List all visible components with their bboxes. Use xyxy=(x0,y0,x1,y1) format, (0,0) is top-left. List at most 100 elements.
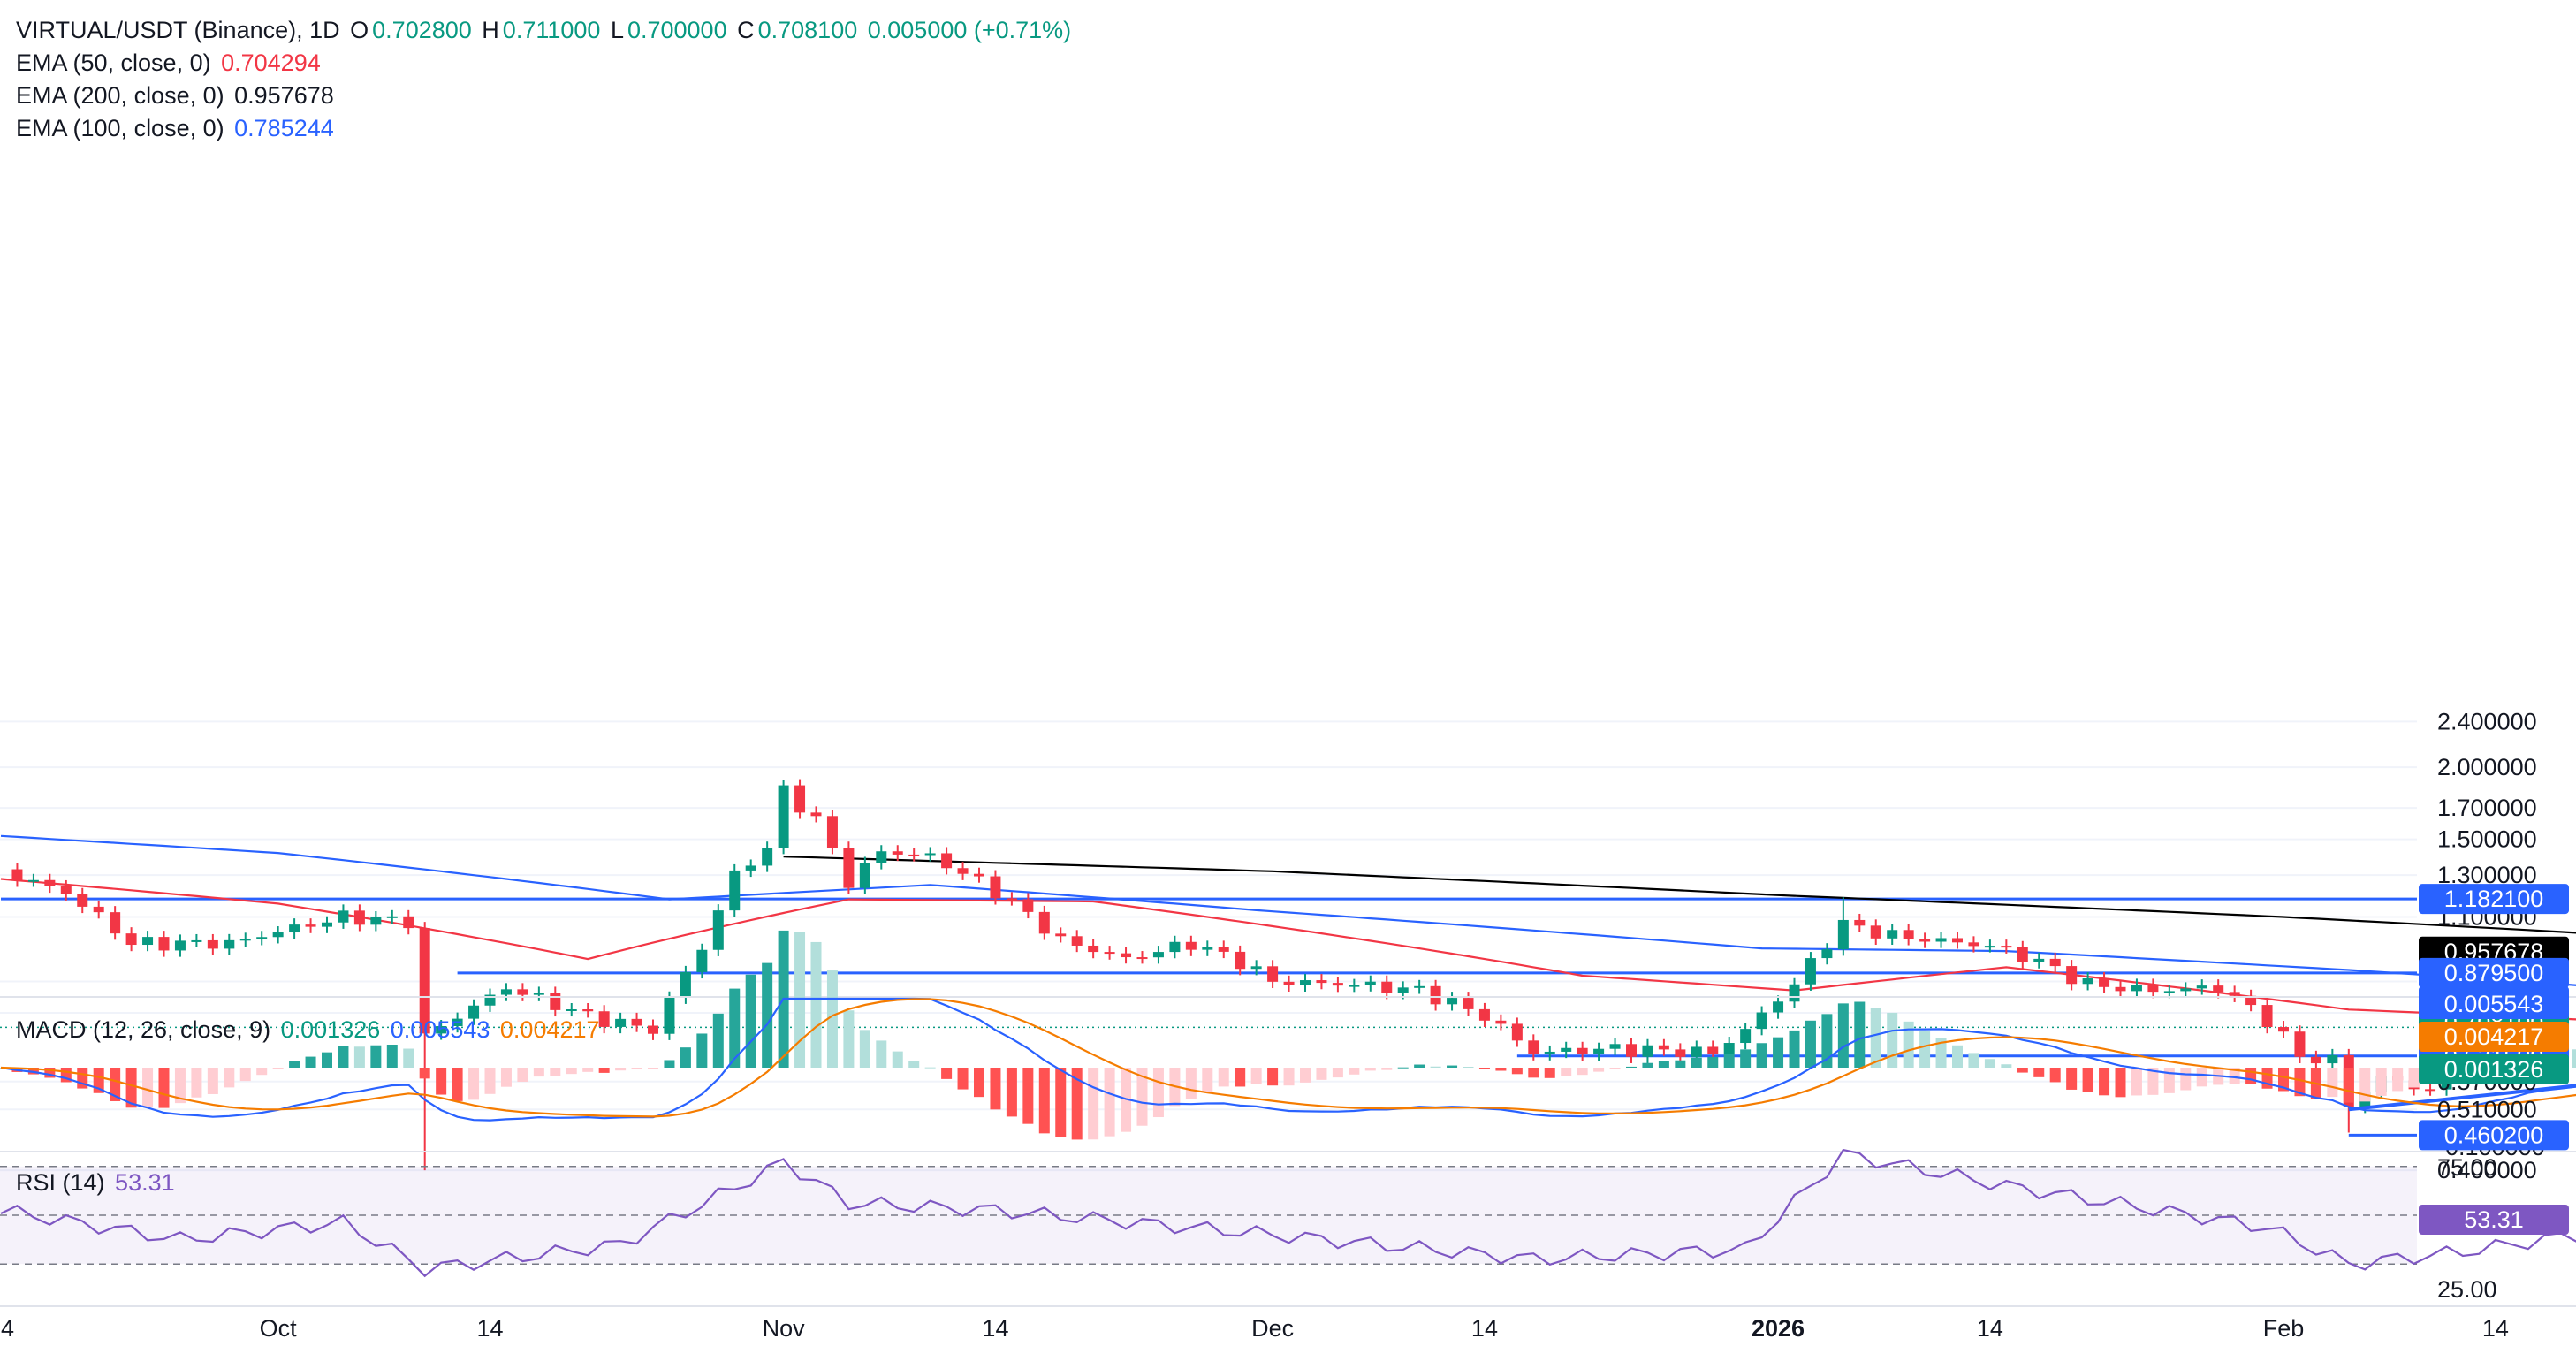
candle-body xyxy=(1250,966,1262,970)
macd-histogram-bar xyxy=(2163,1068,2175,1093)
candle-body xyxy=(2294,1031,2306,1057)
ohlc-o-label: O xyxy=(350,17,369,43)
candle-body xyxy=(1088,945,1099,953)
candle-body xyxy=(1609,1044,1621,1049)
macd-histogram-bar xyxy=(664,1060,675,1068)
macd-histogram-bar xyxy=(2099,1068,2110,1096)
candle-body xyxy=(957,868,969,874)
candle-body xyxy=(1887,930,1898,939)
time-tick-1: Oct xyxy=(260,1315,298,1342)
candle-body xyxy=(1300,980,1311,985)
candle-body xyxy=(1577,1047,1588,1054)
macd-histogram-bar xyxy=(729,988,741,1068)
candle-body xyxy=(615,1018,627,1027)
macd-histogram-bar xyxy=(403,1048,414,1068)
ema100-legend[interactable]: EMA (100, close, 0) 0.785244 xyxy=(16,112,338,144)
macd-histogram-bar xyxy=(44,1068,56,1078)
macd-histogram-bar xyxy=(1887,1012,1898,1068)
macd-histogram-bar xyxy=(2147,1068,2159,1095)
macd-histogram-bar xyxy=(859,1030,870,1068)
rsi-label: RSI (14) xyxy=(16,1169,105,1196)
candle-body xyxy=(2131,985,2142,992)
candle-body xyxy=(1121,953,1132,958)
macd-histogram-bar xyxy=(1756,1043,1767,1068)
macd-histogram-bar xyxy=(1055,1068,1067,1137)
macd-tag-bg xyxy=(2419,989,2569,1019)
macd-histogram-bar xyxy=(1022,1068,1034,1124)
macd-histogram-bar xyxy=(696,1033,708,1068)
price-tag-text: 1.182100 xyxy=(2444,886,2544,912)
price-tag-bg xyxy=(2419,957,2569,988)
ema200-legend[interactable]: EMA (200, close, 0) 0.957678 xyxy=(16,80,338,111)
macd-histogram-bar xyxy=(1478,1068,1490,1069)
candle-body xyxy=(1773,1001,1784,1013)
candle-body xyxy=(680,971,691,998)
macd-histogram-bar xyxy=(1593,1068,1605,1072)
macd-histogram-bar xyxy=(2392,1068,2404,1092)
macd-signal-value: 0.004217 xyxy=(499,1016,600,1043)
macd-histogram-bar xyxy=(876,1040,887,1068)
candle-body xyxy=(1870,925,1881,939)
candle-body xyxy=(1544,1051,1555,1054)
candle-body xyxy=(452,1018,463,1027)
candle-body xyxy=(1218,947,1229,952)
macd-histogram-bar xyxy=(1561,1068,1572,1076)
candle-body xyxy=(2147,985,2159,993)
macd-histogram-bar xyxy=(500,1068,512,1087)
candle-body xyxy=(1332,983,1343,986)
macd-histogram-bar xyxy=(1544,1068,1555,1078)
macd-histogram-bar xyxy=(2359,1068,2371,1102)
macd-histogram-bar xyxy=(1691,1057,1702,1068)
candle-body xyxy=(1202,947,1213,950)
rsi-legend[interactable]: RSI (14) 53.31 xyxy=(16,1167,179,1198)
macd-histogram-bar xyxy=(1642,1062,1653,1068)
macd-histogram-bar xyxy=(322,1052,332,1068)
candle-body xyxy=(1006,898,1017,901)
macd-histogram-bar xyxy=(533,1068,544,1077)
rsi-tick-25: 25.00 xyxy=(2437,1276,2497,1303)
candle-body xyxy=(1723,1043,1735,1054)
macd-histogram-bar xyxy=(1185,1068,1197,1099)
ema100-value: 0.785244 xyxy=(234,115,334,141)
candle-body xyxy=(859,863,870,888)
macd-histogram-bar xyxy=(1349,1068,1360,1075)
candle-body xyxy=(386,916,398,918)
macd-histogram-bar xyxy=(2017,1068,2028,1073)
macd-histogram-bar xyxy=(158,1068,170,1108)
macd-histogram-bar xyxy=(1300,1068,1311,1083)
candle-body xyxy=(1235,951,1246,970)
macd-histogram-bar xyxy=(1088,1068,1099,1140)
candle-body xyxy=(338,910,349,923)
candle-body xyxy=(582,1009,594,1012)
macd-histogram-bar xyxy=(1332,1068,1343,1078)
candle-body xyxy=(1658,1045,1669,1050)
macd-histogram-bar xyxy=(2066,1068,2078,1090)
time-axis[interactable]: 14Oct14Nov14Dec14202614Feb14Mar14 xyxy=(0,1305,2576,1342)
symbol-legend: VIRTUAL/USDT (Binance), 1D O 0.702800 H 0.… xyxy=(16,14,1075,46)
ohlc-open: 0.702800 xyxy=(372,17,472,43)
macd-histogram-bar xyxy=(224,1068,235,1088)
ema50-legend[interactable]: EMA (50, close, 0) 0.704294 xyxy=(16,47,324,79)
macd-histogram-bar xyxy=(386,1045,398,1068)
candle-body xyxy=(2310,1056,2321,1064)
macd-histogram-bar xyxy=(2278,1068,2289,1092)
candle-body xyxy=(1854,919,1866,926)
price-tag-text: 0.460200 xyxy=(2444,1122,2544,1148)
candle-body xyxy=(1364,981,1376,985)
macd-histogram-bar xyxy=(648,1068,658,1069)
macd-histogram-bar xyxy=(843,1010,855,1068)
macd-legend[interactable]: MACD (12, 26, close, 9) 0.001326 0.00554… xyxy=(16,1014,604,1046)
candle-body xyxy=(44,879,56,886)
macd-tag-text: 0.001326 xyxy=(2444,1056,2544,1083)
candle-body xyxy=(289,924,300,933)
ohlc-high: 0.711000 xyxy=(502,17,601,43)
macd-histogram-bar xyxy=(2196,1068,2207,1087)
macd-histogram-bar xyxy=(1723,1054,1735,1068)
candle-body xyxy=(1414,985,1425,988)
candle-body xyxy=(1397,987,1409,993)
trendline[interactable] xyxy=(2348,1043,2576,1112)
candle-body xyxy=(2425,1089,2436,1092)
time-tick-0: 14 xyxy=(0,1315,14,1342)
candle-body xyxy=(1185,941,1197,950)
